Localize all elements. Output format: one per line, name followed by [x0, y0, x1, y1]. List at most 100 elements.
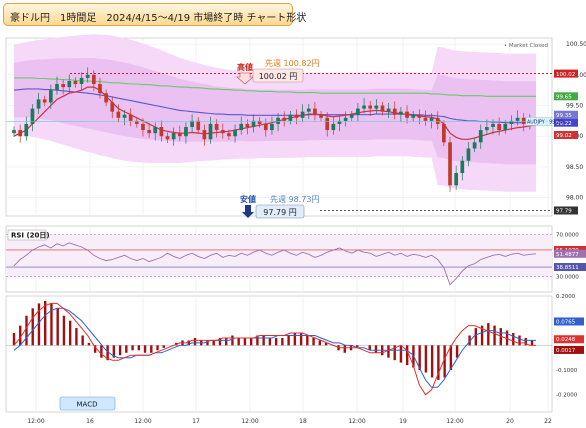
- candle: [343, 117, 348, 121]
- rsi-tick-label: 70.0000: [556, 232, 579, 238]
- macd-hist-bar: [206, 340, 209, 346]
- macd-hist-bar: [131, 345, 134, 351]
- macd-hist-bar: [324, 342, 328, 346]
- macd-hist-bar: [430, 345, 434, 378]
- x-tick-label: 12:00: [27, 418, 44, 425]
- macd-hist-bar: [493, 325, 496, 346]
- low-value-box: [255, 204, 305, 219]
- macd-hist-bar: [474, 328, 478, 346]
- macd-tick-label: 0.2000: [556, 294, 576, 300]
- candle: [386, 108, 391, 112]
- x-tick-label: 18: [299, 418, 307, 425]
- macd-hist-bar: [249, 337, 253, 346]
- candle: [98, 84, 102, 94]
- macd-hist-bar: [56, 308, 59, 346]
- candle: [349, 114, 354, 118]
- rsi-zone: [6, 234, 552, 277]
- price-tag: [554, 130, 578, 139]
- y-tick-label: 98.50: [566, 164, 583, 171]
- x-tick-label: 12:00: [241, 418, 258, 425]
- macd-hist-bar: [100, 345, 103, 358]
- macd-hist-bar: [125, 345, 128, 353]
- rsi-tick-label: 30.0000: [556, 274, 579, 280]
- candle: [411, 114, 416, 118]
- candle: [227, 133, 231, 137]
- candle: [190, 120, 194, 127]
- candle: [356, 108, 360, 115]
- candle: [196, 120, 201, 131]
- candle: [319, 114, 323, 118]
- price-tag: [554, 69, 578, 78]
- macd-hist-bar: [499, 328, 502, 346]
- x-tick-label: 12:00: [348, 418, 365, 425]
- macd-tag: [554, 345, 584, 354]
- price-tag-label: 99.35: [556, 113, 572, 119]
- candle: [61, 84, 65, 88]
- macd-tick-label: -0.2000: [556, 393, 578, 399]
- candle: [466, 148, 471, 161]
- candle: [435, 117, 440, 124]
- candle: [294, 114, 299, 118]
- macd-line: [13, 302, 536, 396]
- macd-hist-bar: [143, 345, 147, 353]
- macd-hist-bar: [318, 340, 322, 346]
- candle: [202, 130, 207, 140]
- market-status: • Market Closed: [504, 43, 548, 49]
- macd-hist-bar: [243, 337, 247, 346]
- candle: [380, 105, 385, 112]
- macd-signal-line: [13, 307, 536, 388]
- macd-hist-bar: [50, 303, 53, 346]
- macd-hist-bar: [156, 345, 159, 351]
- price-tag-label: 99.02: [556, 133, 572, 139]
- macd-hist-bar: [87, 342, 91, 346]
- x-tick-label: 17: [192, 418, 200, 425]
- candle: [282, 117, 287, 121]
- candle: [42, 99, 47, 103]
- macd-hist-bar: [306, 335, 309, 346]
- candle: [128, 114, 133, 121]
- macd-hist-bar: [193, 337, 197, 346]
- y-tick-label: 100.50: [566, 41, 586, 48]
- candle: [288, 114, 293, 121]
- rsi-tag: [554, 263, 586, 272]
- macd-hist-bar: [93, 345, 97, 353]
- macd-hist-bar: [75, 328, 78, 346]
- candle: [331, 123, 336, 131]
- macd-tag-label: 0.0248: [556, 337, 576, 343]
- x-tick-label: 12:00: [134, 418, 151, 425]
- candle: [147, 130, 151, 134]
- low-label: 安値: [240, 194, 256, 204]
- candle: [79, 77, 84, 85]
- candle: [263, 123, 268, 131]
- candle: [177, 133, 182, 137]
- candle: [153, 127, 158, 134]
- macd-hist-bar: [62, 315, 66, 346]
- macd-hist-bar: [443, 345, 446, 378]
- candle: [73, 80, 78, 85]
- macd-title-box: [59, 396, 116, 411]
- macd-hist-bar: [25, 315, 28, 346]
- macd-hist-bar: [31, 308, 34, 346]
- candle: [134, 120, 139, 124]
- candle: [91, 74, 96, 85]
- price-tag: [554, 206, 578, 215]
- rsi-title-box: [7, 229, 47, 241]
- macd-hist-bar: [68, 320, 72, 346]
- macd-hist-bar: [268, 337, 272, 346]
- macd-hist-bar: [399, 345, 403, 363]
- candle: [159, 127, 164, 137]
- x-tick-label: 16: [86, 418, 94, 425]
- macd-hist-bar: [312, 337, 315, 346]
- macd-tag-label: 0.0765: [556, 319, 576, 325]
- candle: [220, 130, 225, 134]
- macd-tag-label: 0.0017: [556, 348, 576, 354]
- high-value: 100.02 円: [259, 72, 298, 81]
- macd-hist-bar: [524, 337, 527, 346]
- candle: [141, 123, 145, 131]
- candle: [374, 105, 379, 109]
- candle: [257, 120, 262, 124]
- candle: [18, 130, 22, 137]
- macd-hist-bar: [137, 345, 141, 351]
- candle: [184, 127, 188, 137]
- macd-tick-label: -0.1000: [556, 368, 578, 374]
